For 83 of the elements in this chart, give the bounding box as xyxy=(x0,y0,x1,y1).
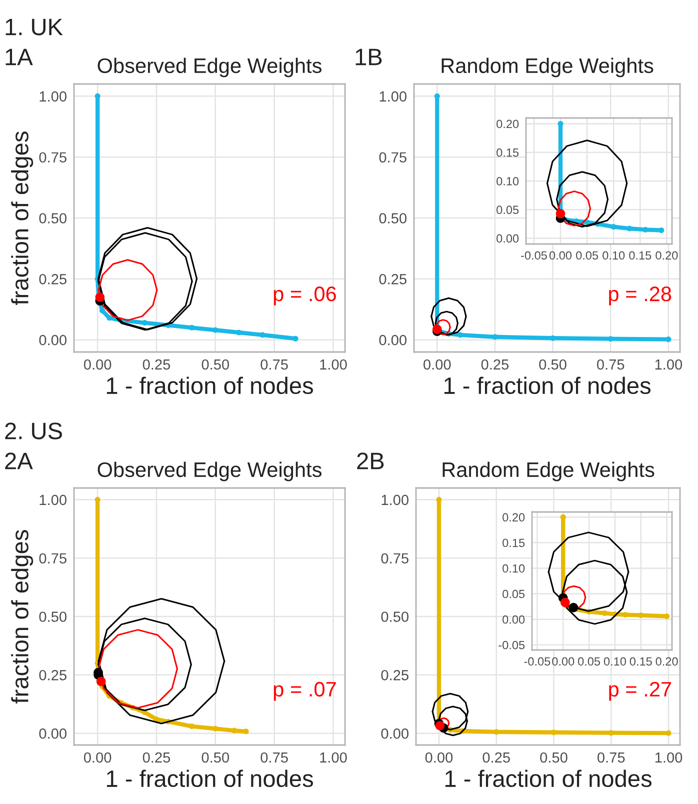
y-tick-label: 0.15 xyxy=(502,538,525,548)
x-tick-label: 1.00 xyxy=(320,752,347,763)
x-tick-label: 1.00 xyxy=(655,359,682,370)
y-tick-label: 0.15 xyxy=(496,148,519,157)
x-tick-label: 0.00 xyxy=(424,359,451,370)
x-axis-title: 1 - fraction of nodes xyxy=(445,770,652,788)
x-tick-label: 0.15 xyxy=(629,251,652,260)
y-tick-label: 0.25 xyxy=(39,274,66,284)
y-tick-label: 0.00 xyxy=(381,728,408,739)
x-tick-label: 0.50 xyxy=(539,359,566,370)
x-tick-label: 0.20 xyxy=(656,251,678,260)
chart-title: Observed Edge Weights xyxy=(98,462,322,482)
x-tick-label: 0.75 xyxy=(260,752,288,763)
chart-title: Observed Edge Weights xyxy=(98,58,322,78)
x-tick-label: 0.75 xyxy=(598,752,625,763)
x-tick-label: 0.05 xyxy=(576,251,598,260)
y-tick-label: 0.25 xyxy=(39,670,66,680)
y-tick-label: 0.50 xyxy=(381,612,408,622)
x-tick-label: 0.50 xyxy=(202,359,230,370)
x-tick-label: 0.20 xyxy=(656,657,678,666)
y-tick-label: 0.50 xyxy=(39,213,66,224)
y-tick-label: 0.25 xyxy=(379,274,406,284)
y-tick-label: 0.50 xyxy=(379,213,406,224)
y-tick-label: 1.00 xyxy=(40,91,66,102)
x-tick-label: 0.25 xyxy=(482,752,510,763)
x-tick-label: 1.00 xyxy=(655,752,682,763)
y-tick-label: 0.10 xyxy=(502,564,525,573)
y-tick-label: 0.10 xyxy=(496,177,519,186)
annotation: p = .27 xyxy=(609,682,672,701)
y-tick-label: 1.00 xyxy=(380,91,406,102)
x-axis-title: 1 - fraction of nodes xyxy=(106,376,313,394)
x-tick-label: 0.10 xyxy=(604,657,626,666)
x-tick-label: 0.00 xyxy=(84,359,112,370)
x-axis-title: 1 - fraction of nodes xyxy=(444,376,650,394)
x-tick-label: 0.00 xyxy=(425,752,453,763)
x-tick-label: 0.00 xyxy=(549,251,572,260)
y-tick-label: 0.75 xyxy=(39,553,66,564)
text: 2. US xyxy=(5,422,62,440)
x-tick-label: 0.25 xyxy=(142,752,170,763)
text: 2A xyxy=(5,452,33,470)
text: 1A xyxy=(6,48,33,66)
y-tick-label: 0.05 xyxy=(502,590,525,598)
y-tick-label: 0.05 xyxy=(496,206,519,214)
y-tick-label: 0.00 xyxy=(379,334,406,346)
y-tick-label: 0.00 xyxy=(502,615,525,624)
chart-title: Random Edge Weights xyxy=(442,462,654,482)
y-tick-label: 1.00 xyxy=(40,494,66,506)
text: 1. UK xyxy=(6,18,63,36)
y-tick-label: -0.05 xyxy=(498,640,525,650)
y-tick-label: 0.75 xyxy=(379,152,406,163)
x-tick-label: 0.50 xyxy=(202,752,230,763)
y-tick-label: 0.75 xyxy=(381,553,408,564)
x-tick-label: 0.10 xyxy=(602,251,625,260)
x-tick-label: 0.75 xyxy=(260,359,288,370)
y-tick-label: 1.00 xyxy=(382,494,408,506)
x-tick-label: 0.05 xyxy=(578,657,600,666)
x-axis-title: 1 - fraction of nodes xyxy=(106,770,313,788)
y-tick-label: 0.20 xyxy=(502,513,525,522)
x-tick-label: 0.15 xyxy=(630,657,652,666)
y-tick-label: 0.50 xyxy=(39,612,66,622)
y-tick-label: 0.20 xyxy=(496,120,519,128)
x-tick-label: 1.00 xyxy=(320,359,347,370)
x-tick-label: 0.25 xyxy=(481,359,509,370)
y-tick-label: 0.75 xyxy=(39,152,66,163)
y-tick-label: 0.00 xyxy=(496,234,519,243)
x-tick-label: 0.25 xyxy=(142,359,170,370)
y-axis-title: fraction of edges xyxy=(11,132,34,305)
y-tick-label: 0.00 xyxy=(39,334,66,346)
text: 2B xyxy=(357,452,384,470)
annotation: p = .06 xyxy=(274,286,336,306)
annotation: p = .28 xyxy=(609,286,672,306)
annotation: p = .07 xyxy=(274,682,336,701)
x-tick-label: 0.00 xyxy=(84,752,112,763)
x-tick-label: 0.75 xyxy=(596,359,624,370)
x-tick-label: 0.50 xyxy=(540,752,568,763)
y-tick-label: 0.25 xyxy=(381,670,408,680)
text: 1B xyxy=(356,48,382,66)
x-tick-label: 0.00 xyxy=(552,657,574,666)
chart-title: Random Edge Weights xyxy=(442,58,654,78)
y-tick-label: 0.00 xyxy=(39,728,66,739)
x-tick-label: -0.05 xyxy=(521,251,547,260)
x-tick-label: -0.05 xyxy=(524,657,550,666)
y-axis-title: fraction of edges xyxy=(11,530,34,704)
